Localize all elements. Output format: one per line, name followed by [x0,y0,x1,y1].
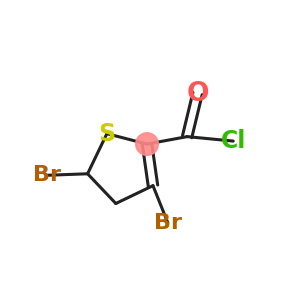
Text: O: O [186,80,209,106]
Text: Cl: Cl [220,129,246,153]
Circle shape [136,133,158,155]
Text: Br: Br [154,213,182,233]
Text: Br: Br [34,165,62,185]
Text: S: S [98,122,116,146]
